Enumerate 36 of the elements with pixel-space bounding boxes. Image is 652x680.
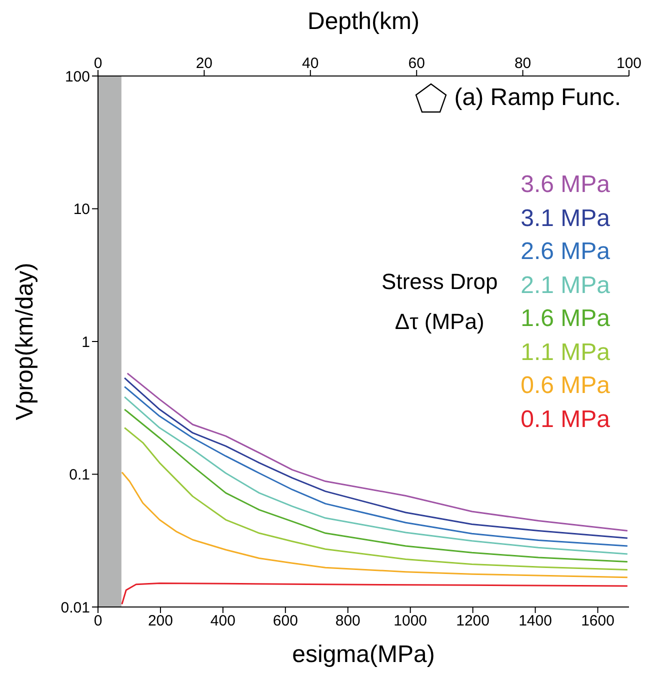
- x-tick-label: 600: [272, 612, 298, 630]
- text: 3.6 MPa: [520, 170, 610, 200]
- text: 2.1 MPa: [520, 270, 610, 300]
- text: 0.6 MPa: [520, 371, 610, 401]
- y-tick-label: 10: [73, 201, 90, 218]
- text: 1.1 MPa: [520, 338, 610, 368]
- text: 1.6 MPa: [520, 304, 610, 334]
- x2-tick-label: 20: [196, 55, 213, 72]
- text: 3.1 MPa: [520, 204, 610, 234]
- x-tick-label: 1000: [394, 612, 428, 630]
- x2-tick-label: 80: [514, 55, 532, 72]
- x2-tick-label: 60: [408, 55, 425, 72]
- y-tick-label: 0.01: [60, 599, 90, 616]
- y-tick-label: 0.1: [69, 466, 90, 484]
- x-tick-label: 1600: [581, 612, 614, 630]
- x2-tick-label: 100: [616, 55, 642, 72]
- text: 0.1 MPa: [520, 404, 610, 434]
- chart-title: (a) Ramp Func.: [454, 84, 621, 112]
- x-tick-label: 0: [94, 612, 102, 630]
- legend-title: Stress Drop Δτ (MPa): [380, 268, 499, 336]
- x-tick-label: 200: [148, 612, 173, 630]
- x2-axis-title: Depth(km): [307, 8, 420, 36]
- line-series: [121, 582, 628, 605]
- y-tick-label: 100: [64, 68, 90, 86]
- text: 2.6 MPa: [520, 237, 610, 267]
- x2-tick-label: 0: [94, 55, 102, 72]
- x-tick-label: 400: [210, 612, 236, 630]
- line-series: [121, 472, 628, 578]
- line-series: [124, 427, 628, 570]
- y-tick-label: 1: [82, 334, 90, 351]
- y-axis-title: Vprop(km/day): [12, 262, 39, 420]
- x-tick-label: 1400: [518, 612, 552, 630]
- x-tick-label: 1200: [456, 612, 490, 630]
- x2-tick-label: 40: [302, 55, 319, 72]
- x-axis-title: esigma(MPa): [292, 641, 435, 668]
- x-tick-label: 800: [335, 612, 360, 630]
